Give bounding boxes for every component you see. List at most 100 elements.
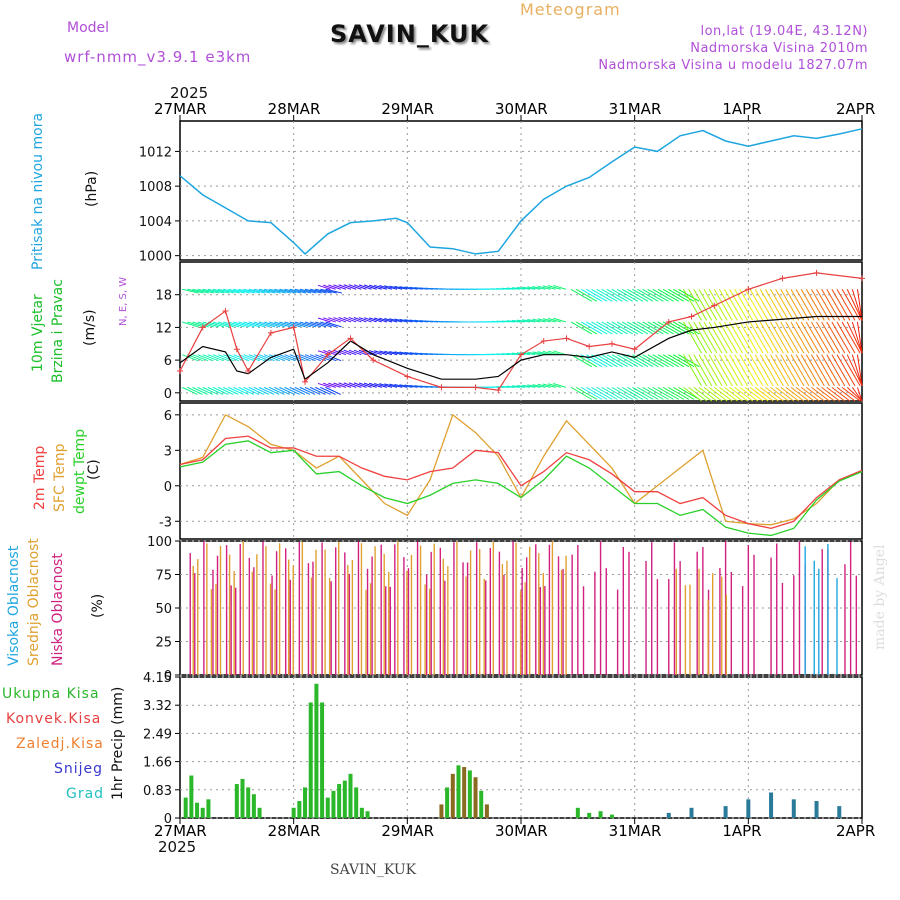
wind-barb [338, 284, 352, 290]
t2m-line [179, 435, 863, 530]
wind-barb [759, 321, 779, 354]
wind-barb [343, 284, 357, 290]
wind-barb [724, 386, 743, 402]
precip-bar [251, 794, 256, 818]
wind-barb [800, 354, 820, 387]
precip-bar [575, 807, 580, 818]
wind-barb [627, 288, 649, 302]
wind-barb [289, 386, 306, 395]
wind-barb [734, 354, 754, 387]
wind-barb [369, 317, 382, 323]
wind-barb [591, 321, 613, 335]
wind-barb [317, 317, 331, 323]
wind-barb [279, 354, 296, 362]
wind-barb [248, 386, 265, 395]
wind-barb [389, 318, 403, 323]
wind-barb [810, 321, 830, 354]
wind-barb [795, 386, 815, 402]
wind-barb [836, 386, 856, 402]
wind-barb [749, 354, 769, 387]
wind-barb [790, 386, 810, 402]
y-tick-label: 25 [155, 636, 172, 651]
wind-barb [527, 318, 541, 323]
wind-barb [596, 386, 618, 400]
wind-barb [320, 321, 337, 328]
wind-barb [693, 354, 713, 387]
wind-barb [652, 321, 674, 335]
precip-bar [456, 765, 461, 818]
wind-barb [506, 385, 520, 388]
wind-barb [841, 386, 861, 402]
wind-barb [729, 289, 749, 321]
wind-barb [744, 386, 764, 402]
wind-barb [678, 321, 700, 335]
wind-barb [856, 321, 863, 354]
wind-barb [841, 289, 861, 321]
wind-gust-marker [222, 308, 229, 315]
wind-barb [621, 386, 644, 400]
wind-barb [729, 321, 749, 354]
wind-barb [632, 321, 654, 335]
wind-barb [606, 354, 628, 368]
precip-bar [689, 807, 694, 818]
pressure-line [179, 128, 863, 255]
wind-barb [404, 286, 418, 290]
wind-barb [527, 286, 541, 290]
wind-barb [353, 284, 367, 290]
wind-barb [320, 354, 337, 362]
wind-barb [212, 354, 229, 362]
wind-barb [688, 321, 708, 354]
wind-barb [384, 285, 398, 290]
wind-barb [785, 354, 805, 387]
wind-barb [547, 350, 561, 356]
wind-barb [708, 354, 728, 387]
wind-barb [353, 382, 367, 388]
precip-bar [462, 767, 467, 818]
wind-barb [580, 288, 603, 302]
wind-barb [228, 288, 245, 294]
wind-barb [805, 321, 825, 354]
wind-barb [269, 321, 286, 328]
wind-barb [627, 321, 649, 335]
date-label: 2APR [836, 100, 876, 118]
wind-barb [299, 321, 317, 328]
wind-barb [197, 354, 214, 362]
wind-barb [228, 386, 244, 395]
precip-legend-total: Ukupna Kisa [2, 686, 100, 702]
wind-gust-marker [347, 335, 354, 342]
wind-barb [374, 350, 388, 356]
wind-barb [217, 354, 234, 362]
wind-barb [836, 321, 856, 354]
wind-barb [764, 289, 784, 321]
wind-barb [304, 321, 322, 328]
wind-barb [274, 321, 291, 328]
wind-barb [304, 354, 321, 362]
y-tick-label: 1008 [139, 180, 172, 195]
date-label: 2APR [836, 822, 876, 840]
wind-barb [652, 354, 674, 368]
wind-barb [243, 354, 260, 362]
precip-bar [297, 801, 302, 818]
wind-barb [522, 286, 536, 290]
y-tick-label: 0 [164, 387, 172, 402]
wind-barb [299, 386, 316, 395]
wind-barb [678, 354, 700, 368]
wind-barb [657, 386, 680, 400]
wind-barb [800, 321, 820, 354]
date-label: 30MAR [495, 100, 548, 118]
wind-barb [182, 288, 199, 294]
wind-gust-marker [267, 329, 274, 336]
wind-barb [657, 288, 680, 302]
wind-barb [527, 384, 541, 388]
wind-barb [212, 288, 230, 294]
wind-barb [606, 386, 628, 400]
wind-barb [323, 350, 336, 356]
date-label: 31MAR [608, 100, 662, 118]
wind-barb [274, 386, 290, 395]
wind-barb [596, 354, 618, 368]
y-tick-label: 0.83 [143, 784, 172, 799]
date-label: 30MAR [495, 822, 548, 840]
wind-barb [363, 317, 377, 323]
date-label: 1APR [722, 822, 762, 840]
precip-bar [723, 806, 728, 818]
